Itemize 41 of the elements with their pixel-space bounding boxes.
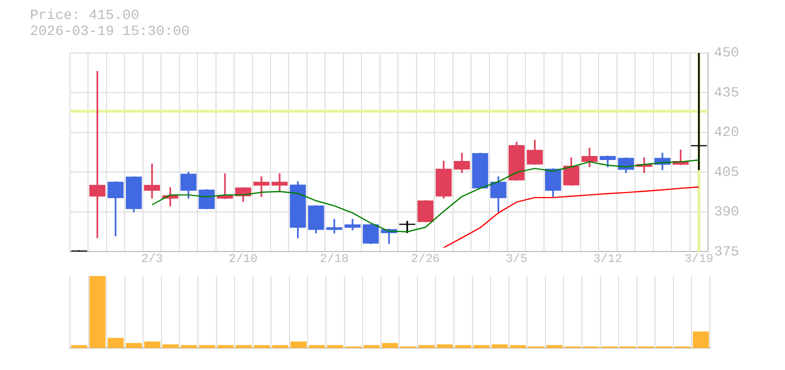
bar: [382, 342, 398, 348]
x-tick-label: 2/10: [228, 252, 258, 266]
bar: [89, 276, 106, 348]
bar: [692, 331, 709, 348]
bar: [436, 344, 453, 348]
bar: [126, 342, 142, 348]
bar: [473, 345, 490, 348]
bar: [308, 345, 325, 348]
y-tick-label: 405: [714, 164, 740, 181]
bar: [290, 342, 307, 348]
bar: [455, 345, 472, 348]
bar: [418, 345, 435, 348]
bar: [254, 345, 270, 348]
bar: [272, 345, 288, 348]
x-tick-label: 3/19: [684, 252, 714, 266]
y-tick-label: 375: [714, 244, 740, 260]
candlestick: [144, 164, 160, 198]
y-tick-label: 450: [714, 46, 740, 62]
bar: [217, 345, 234, 348]
bar: [199, 345, 216, 348]
bar: [492, 344, 508, 348]
bar: [71, 345, 88, 348]
x-tick-label: 3/12: [593, 252, 622, 266]
x-tick-label: 3/5: [506, 252, 528, 266]
x-tick-label: 2/18: [320, 252, 349, 266]
bar: [236, 345, 252, 348]
y-tick-label: 420: [714, 125, 740, 142]
y-tick-label: 390: [714, 204, 740, 221]
chart-subtitle: 2026-03-19 15:30:00: [30, 24, 190, 40]
bar: [510, 345, 526, 348]
chart-title: Price: 415.00: [30, 8, 140, 24]
bar: [162, 344, 179, 348]
bar: [546, 345, 563, 348]
bar: [180, 345, 197, 348]
x-tick-label: 2/26: [411, 252, 440, 266]
x-tick-label: 2/3: [141, 252, 163, 266]
bar: [144, 342, 160, 348]
bar: [327, 345, 344, 348]
bar: [108, 338, 124, 348]
bar: [364, 345, 380, 348]
y-tick-label: 435: [714, 85, 740, 102]
